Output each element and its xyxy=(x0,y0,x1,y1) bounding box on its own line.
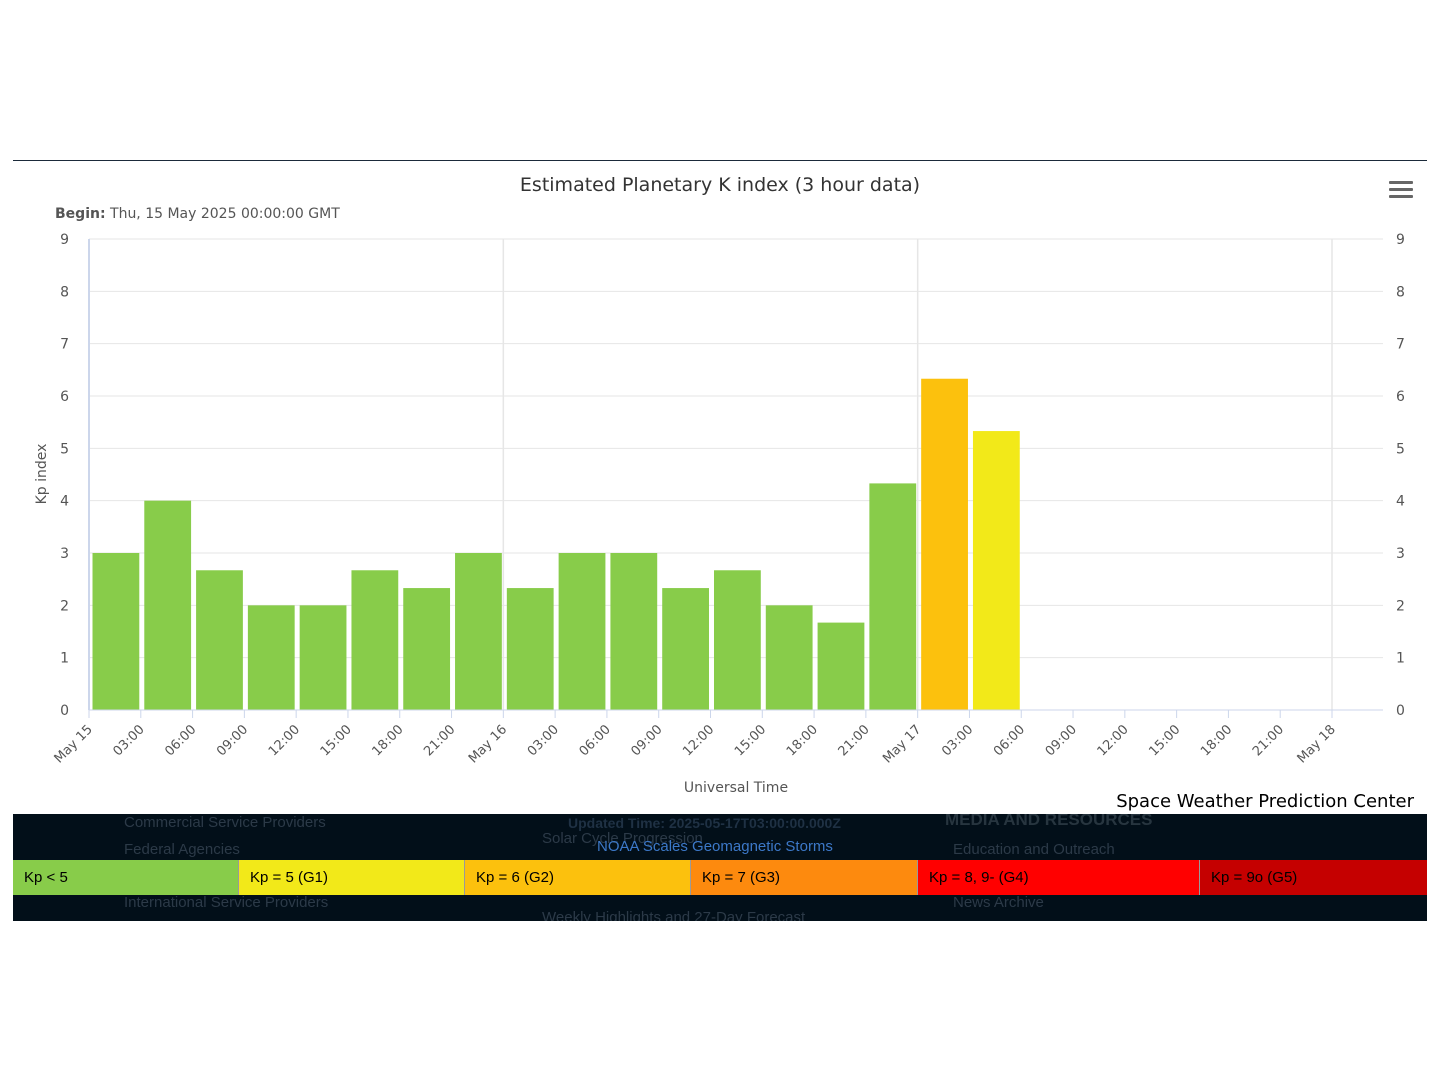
kp-bar[interactable] xyxy=(144,500,192,710)
x-tick-label: 03:00 xyxy=(525,722,562,759)
x-tick-label: May 16 xyxy=(466,722,510,766)
y-tick-label: 9 xyxy=(60,232,69,248)
x-tick-label: 06:00 xyxy=(577,722,614,759)
y-tick-label-right: 3 xyxy=(1396,546,1405,562)
chart-menu-icon[interactable] xyxy=(1389,181,1413,201)
x-tick-label: 15:00 xyxy=(732,722,769,759)
kp-bar[interactable] xyxy=(714,570,761,710)
chart-subtitle: Begin: Thu, 15 May 2025 00:00:00 GMT xyxy=(55,206,340,222)
kp-bar[interactable] xyxy=(351,570,399,710)
kp-bar[interactable] xyxy=(610,553,658,710)
y-tick-label-right: 5 xyxy=(1396,441,1405,457)
x-tick-label: 18:00 xyxy=(1198,722,1235,759)
legend-kp-8-9-g4: Kp = 8, 9- (G4) xyxy=(918,860,1200,895)
y-tick-label: 0 xyxy=(60,703,69,719)
kp-bar[interactable] xyxy=(921,378,968,710)
x-tick-label: 09:00 xyxy=(628,722,665,759)
x-tick-label: May 18 xyxy=(1295,722,1339,766)
kp-bar[interactable] xyxy=(403,588,451,710)
y-tick-label-right: 8 xyxy=(1396,284,1405,300)
x-tick-label: 15:00 xyxy=(1146,722,1183,759)
footer-link-commercial[interactable]: Commercial Service Providers xyxy=(124,814,326,831)
kp-bar[interactable] xyxy=(558,553,606,710)
kp-bar[interactable] xyxy=(972,431,1020,710)
bars xyxy=(92,378,1020,710)
x-axis-label: Universal Time xyxy=(684,780,788,796)
y-axis-label: Kp index xyxy=(34,444,50,505)
x-tick-label: 21:00 xyxy=(1250,722,1287,759)
x-tick-label: 15:00 xyxy=(318,722,355,759)
subtitle-label: Begin: xyxy=(55,206,106,222)
chart-container: 0 0 1 1 2 2 3 3 4 4 5 5 6 6 7 7 8 8 9 9 May 15 03:00 06:00 09:0… xyxy=(13,160,1427,921)
x-tick-label: 03:00 xyxy=(939,722,976,759)
x-tick-label: 06:00 xyxy=(991,722,1028,759)
x-tick-label: 12:00 xyxy=(266,722,303,759)
y-tick-label: 3 xyxy=(60,546,69,562)
y-tick-label-right: 2 xyxy=(1396,598,1405,614)
x-tick-label: 18:00 xyxy=(784,722,821,759)
x-tick-label: 21:00 xyxy=(836,722,873,759)
page-footer: Commercial Service Providers Federal Age… xyxy=(13,814,1427,921)
legend-kp-9o-g5: Kp = 9o (G5) xyxy=(1200,860,1427,895)
y-tick-label: 4 xyxy=(60,494,69,510)
x-tick-label: 09:00 xyxy=(214,722,251,759)
y-tick-label: 6 xyxy=(60,389,69,405)
kp-bar[interactable] xyxy=(92,553,140,710)
footer-link-weekly[interactable]: Weekly Highlights and 27-Day Forecast xyxy=(542,909,806,921)
y-tick-label-right: 0 xyxy=(1396,703,1405,719)
footer-heading-media: MEDIA AND RESOURCES xyxy=(945,814,1153,829)
legend-kp-5-g1: Kp = 5 (G1) xyxy=(239,860,465,895)
y-tick-label-right: 6 xyxy=(1396,389,1405,405)
footer-link-news[interactable]: News Archive xyxy=(953,894,1044,911)
chart-title: Estimated Planetary K index (3 hour data… xyxy=(520,174,920,196)
x-tick-label: 18:00 xyxy=(369,722,406,759)
subtitle-value: Thu, 15 May 2025 00:00:00 GMT xyxy=(106,206,341,222)
noaa-scales-link[interactable]: NOAA Scales Geomagnetic Storms xyxy=(597,838,833,855)
x-tick-label: 12:00 xyxy=(1095,722,1132,759)
y-tick-label-right: 1 xyxy=(1396,651,1405,667)
y-tick-label-right: 9 xyxy=(1396,232,1405,248)
kp-bar[interactable] xyxy=(765,605,813,710)
kp-bar[interactable] xyxy=(247,605,295,710)
footer-link-education[interactable]: Education and Outreach xyxy=(953,841,1115,858)
credit-text: Space Weather Prediction Center xyxy=(1116,791,1414,812)
footer-link-federal[interactable]: Federal Agencies xyxy=(124,841,240,858)
kp-bar[interactable] xyxy=(817,622,865,710)
kp-bar[interactable] xyxy=(299,605,347,710)
kp-bar[interactable] xyxy=(869,483,917,710)
kp-bar[interactable] xyxy=(455,553,502,710)
x-tick-label: 03:00 xyxy=(111,722,148,759)
x-tick-label: 09:00 xyxy=(1043,722,1080,759)
x-tick-label: May 15 xyxy=(52,722,96,766)
kp-bar[interactable] xyxy=(662,588,709,710)
footer-link-solar-cycle[interactable]: Solar Cycle Progression xyxy=(542,830,703,847)
legend-kp-7-g3: Kp = 7 (G3) xyxy=(691,860,918,895)
kp-legend: Kp < 5 Kp = 5 (G1) Kp = 6 (G2) Kp = 7 (G… xyxy=(13,860,1427,895)
x-tick-label: 06:00 xyxy=(162,722,199,759)
y-tick-label: 2 xyxy=(60,598,69,614)
kp-bar[interactable] xyxy=(196,570,243,710)
kp-index-chart: 0 0 1 1 2 2 3 3 4 4 5 5 6 6 7 7 8 8 9 9 May 15 03:00 06:00 09:0… xyxy=(34,174,1415,812)
x-tick-label: 12:00 xyxy=(680,722,717,759)
footer-link-international[interactable]: International Service Providers xyxy=(124,894,329,911)
legend-kp-6-g2: Kp = 6 (G2) xyxy=(465,860,691,895)
x-tick-label: May 17 xyxy=(880,722,924,766)
y-tick-label: 8 xyxy=(60,284,69,300)
y-tick-label-right: 4 xyxy=(1396,494,1405,510)
y-tick-label: 7 xyxy=(60,337,69,353)
legend-kp-below-5: Kp < 5 xyxy=(13,860,239,895)
updated-time: Updated Time: 2025-05-17T03:00:00.000Z xyxy=(568,815,841,831)
x-tick-label: 21:00 xyxy=(421,722,458,759)
y-tick-label: 1 xyxy=(60,651,69,667)
y-tick-label-right: 7 xyxy=(1396,337,1405,353)
kp-bar[interactable] xyxy=(506,588,554,710)
y-tick-label: 5 xyxy=(60,441,69,457)
